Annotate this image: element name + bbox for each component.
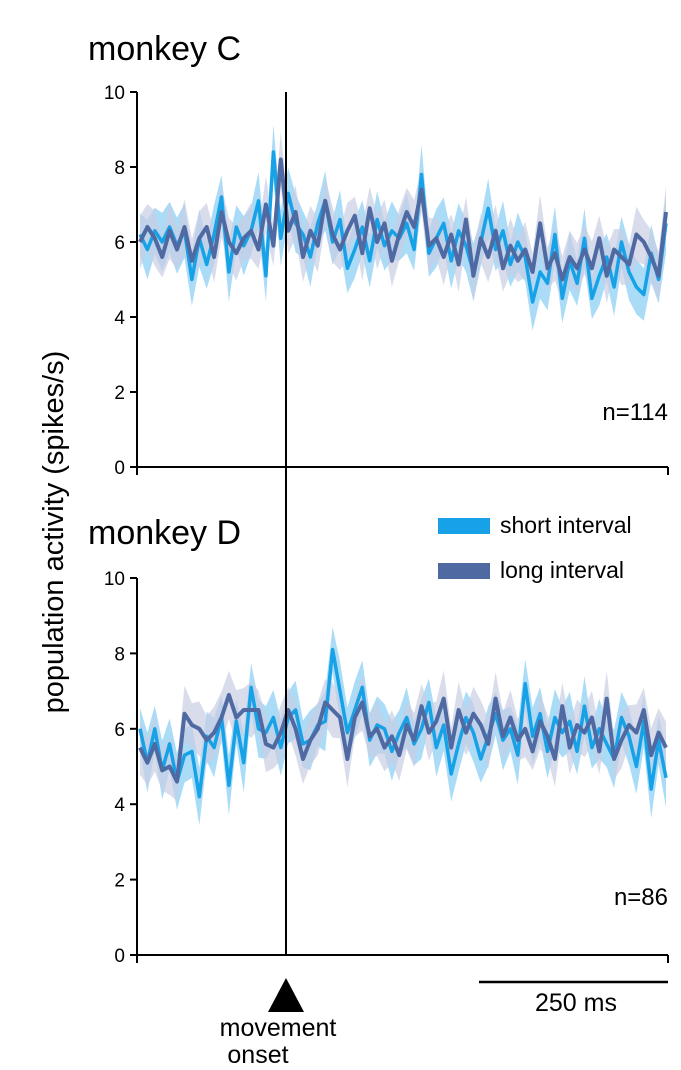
y-tick-label: 8 bbox=[114, 644, 125, 665]
marker-label-line1: movement bbox=[220, 1014, 337, 1042]
series-line-long bbox=[138, 157, 668, 282]
y-tick-label: 8 bbox=[114, 158, 125, 179]
series-line-short bbox=[138, 150, 668, 304]
y-tick-label: 6 bbox=[114, 720, 125, 741]
y-tick-label: 10 bbox=[104, 83, 125, 104]
legend: short interval long interval bbox=[438, 512, 632, 583]
legend-long-swatch bbox=[438, 563, 490, 579]
y-tick-label: 6 bbox=[114, 233, 125, 254]
panel-monkey-d: 0 2 4 6 8 10 bbox=[104, 569, 669, 967]
series-line-short bbox=[138, 647, 668, 799]
y-tick-label: 0 bbox=[114, 458, 125, 479]
legend-short-swatch bbox=[438, 518, 490, 534]
movement-onset-triangle-icon bbox=[268, 978, 304, 1012]
panel-c-title: monkey C bbox=[88, 30, 241, 68]
y-axis-label: population activity (spikes/s) bbox=[38, 351, 70, 714]
y-tick-label: 10 bbox=[104, 569, 125, 590]
y-tick-label: 4 bbox=[114, 308, 125, 329]
series-line-long bbox=[138, 692, 668, 784]
panel-d-n-label: n=86 bbox=[614, 884, 668, 911]
y-tick-label: 4 bbox=[114, 795, 125, 816]
panel-d-title: monkey D bbox=[88, 514, 241, 552]
legend-short-label: short interval bbox=[500, 512, 632, 538]
legend-long-label: long interval bbox=[500, 557, 624, 583]
y-tick-label: 2 bbox=[114, 871, 125, 892]
scale-bar-label: 250 ms bbox=[535, 989, 617, 1017]
marker-label-line2: onset bbox=[227, 1041, 288, 1069]
y-tick-label: 2 bbox=[114, 383, 125, 404]
panel-monkey-c: 0 2 4 6 8 10 bbox=[104, 83, 669, 479]
panel-c-n-label: n=114 bbox=[602, 399, 668, 426]
y-tick-label: 0 bbox=[114, 946, 125, 967]
